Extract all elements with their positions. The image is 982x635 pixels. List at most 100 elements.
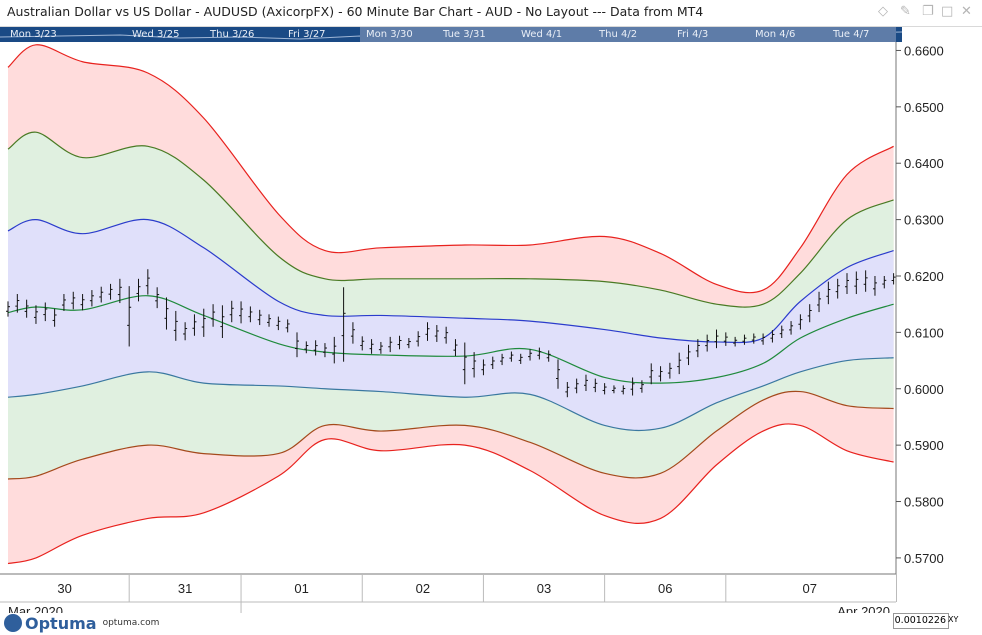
navigator-date-label[interactable]: Thu 3/26 xyxy=(210,29,255,40)
ohlc-bar xyxy=(416,331,421,347)
price-tick-label: 0.6300 xyxy=(904,213,944,228)
price-axis-bg xyxy=(896,42,982,613)
mid-lower-line xyxy=(7,390,894,480)
ohlc-bar xyxy=(798,314,803,330)
month-label: Apr 2020 xyxy=(837,604,890,613)
maximize-icon[interactable]: □ xyxy=(941,4,954,19)
ohlc-bar xyxy=(621,385,626,395)
ohlc-bar xyxy=(854,271,859,295)
ohlc-bar xyxy=(397,335,402,350)
chart-title: Australian Dollar vs US Dollar - AUDUSD … xyxy=(7,4,704,19)
ohlc-bar xyxy=(677,352,682,375)
navigator-date-label[interactable]: Wed 3/25 xyxy=(132,29,180,40)
price-tick-label: 0.6200 xyxy=(904,269,944,284)
ohlc-bar xyxy=(201,308,206,337)
ohlc-bar xyxy=(863,270,868,292)
ohlc-bar xyxy=(490,356,495,370)
ohlc-bar xyxy=(239,301,244,324)
ohlc-bar xyxy=(304,341,309,354)
navigator-date-label[interactable]: Mon 4/6 xyxy=(755,29,796,40)
navigator-date-label[interactable]: Tue 3/31 xyxy=(443,29,486,40)
ohlc-bar xyxy=(378,341,383,354)
price-tick-label: 0.5800 xyxy=(904,495,944,510)
ohlc-bar xyxy=(211,304,216,327)
ohlc-bar xyxy=(658,366,663,382)
ohlc-bar xyxy=(565,381,570,398)
inner-lower-line xyxy=(7,357,894,432)
ohlc-bar xyxy=(61,294,66,311)
ohlc-bar xyxy=(127,286,132,347)
ohlc-bar xyxy=(583,374,588,392)
ohlc-bar xyxy=(509,351,514,362)
navigator-date-label[interactable]: Fri 4/3 xyxy=(677,29,709,40)
navigator-date-label[interactable]: Mon 3/23 xyxy=(10,29,57,40)
navigator-date-label[interactable]: Fri 3/27 xyxy=(288,29,326,40)
day-label: 01 xyxy=(294,581,308,596)
navigator-date-label[interactable]: Tue 4/7 xyxy=(833,29,870,40)
ohlc-bar xyxy=(71,291,76,310)
ohlc-bar xyxy=(789,321,794,335)
price-tick-label: 0.6100 xyxy=(904,325,944,340)
pin-icon[interactable]: ✎ xyxy=(900,4,911,19)
ohlc-bar xyxy=(173,310,178,341)
ohlc-bar xyxy=(872,275,877,296)
xy-toggle[interactable]: XY xyxy=(948,615,959,624)
ohlc-bar xyxy=(6,301,10,317)
ohlc-bar xyxy=(360,336,365,351)
price-tick-label: 0.6600 xyxy=(904,43,944,58)
navigator-date-label[interactable]: Wed 4/1 xyxy=(521,29,563,40)
bar-layer xyxy=(6,269,896,398)
ohlc-bar xyxy=(285,319,290,333)
price-tick-label: 0.5700 xyxy=(904,551,944,566)
red-upper-line xyxy=(7,44,894,294)
ohlc-bar xyxy=(229,300,234,323)
date-axis-bg xyxy=(0,574,896,613)
ohlc-bar xyxy=(826,281,831,305)
ohlc-bar xyxy=(52,308,57,327)
ohlc-bar xyxy=(99,286,104,303)
window-titlebar: Australian Dollar vs US Dollar - AUDUSD … xyxy=(0,0,982,27)
navigator-date-label[interactable]: Thu 4/2 xyxy=(599,29,638,40)
day-label: 02 xyxy=(416,581,430,596)
logo-text: Optuma xyxy=(25,613,97,633)
price-tick-label: 0.6500 xyxy=(904,100,944,115)
ohlc-bar xyxy=(267,314,272,327)
ohlc-bar xyxy=(453,339,458,357)
axis-layer: 0.6600 0.6500 0.6400 0.6300 0.6200 0.6100 0.60… xyxy=(0,42,982,613)
ohlc-bar xyxy=(835,278,840,299)
ohlc-bar xyxy=(686,344,691,366)
ohlc-bar xyxy=(705,334,710,352)
price-chart[interactable]: 0.6600 0.6500 0.6400 0.6300 0.6200 0.6100 0.60… xyxy=(0,42,982,613)
ohlc-bar xyxy=(602,383,607,395)
ohlc-bar xyxy=(472,352,477,378)
ohlc-bar xyxy=(33,305,38,324)
ohlc-bar xyxy=(425,322,430,341)
diamond-icon[interactable]: ◇ xyxy=(878,4,888,19)
day-label: 03 xyxy=(537,581,551,596)
blue-upper-line xyxy=(7,218,894,344)
ohlc-bar xyxy=(145,269,150,295)
cursor-value-box: 0.0010226 xyxy=(893,613,949,629)
ohlc-bar xyxy=(80,294,85,311)
price-tick-label: 0.6000 xyxy=(904,382,944,397)
red-lower-line xyxy=(7,423,894,565)
ohlc-bar xyxy=(313,340,318,356)
ohlc-bar xyxy=(817,291,822,313)
ohlc-bar xyxy=(444,326,449,344)
ohlc-bar xyxy=(779,325,784,339)
restore-icon[interactable]: ❐ xyxy=(922,4,934,19)
ohlc-bar xyxy=(24,299,29,318)
ohlc-bar xyxy=(761,333,766,345)
ohlc-bar xyxy=(434,325,439,342)
ohlc-bar xyxy=(369,339,374,354)
date-navigator[interactable]: Mon 3/23 Wed 3/25 Thu 3/26 Fri 3/27 Mon 3/30… xyxy=(0,27,902,42)
ohlc-bar xyxy=(15,294,20,313)
close-icon[interactable]: ✕ xyxy=(961,4,972,19)
day-label: 07 xyxy=(802,581,816,596)
ohlc-bar xyxy=(257,309,262,326)
ohlc-bar xyxy=(220,305,225,339)
ohlc-bar xyxy=(350,322,355,344)
navigator-selection[interactable] xyxy=(360,27,896,42)
ohlc-bar xyxy=(248,306,253,323)
navigator-date-label[interactable]: Mon 3/30 xyxy=(366,29,413,40)
